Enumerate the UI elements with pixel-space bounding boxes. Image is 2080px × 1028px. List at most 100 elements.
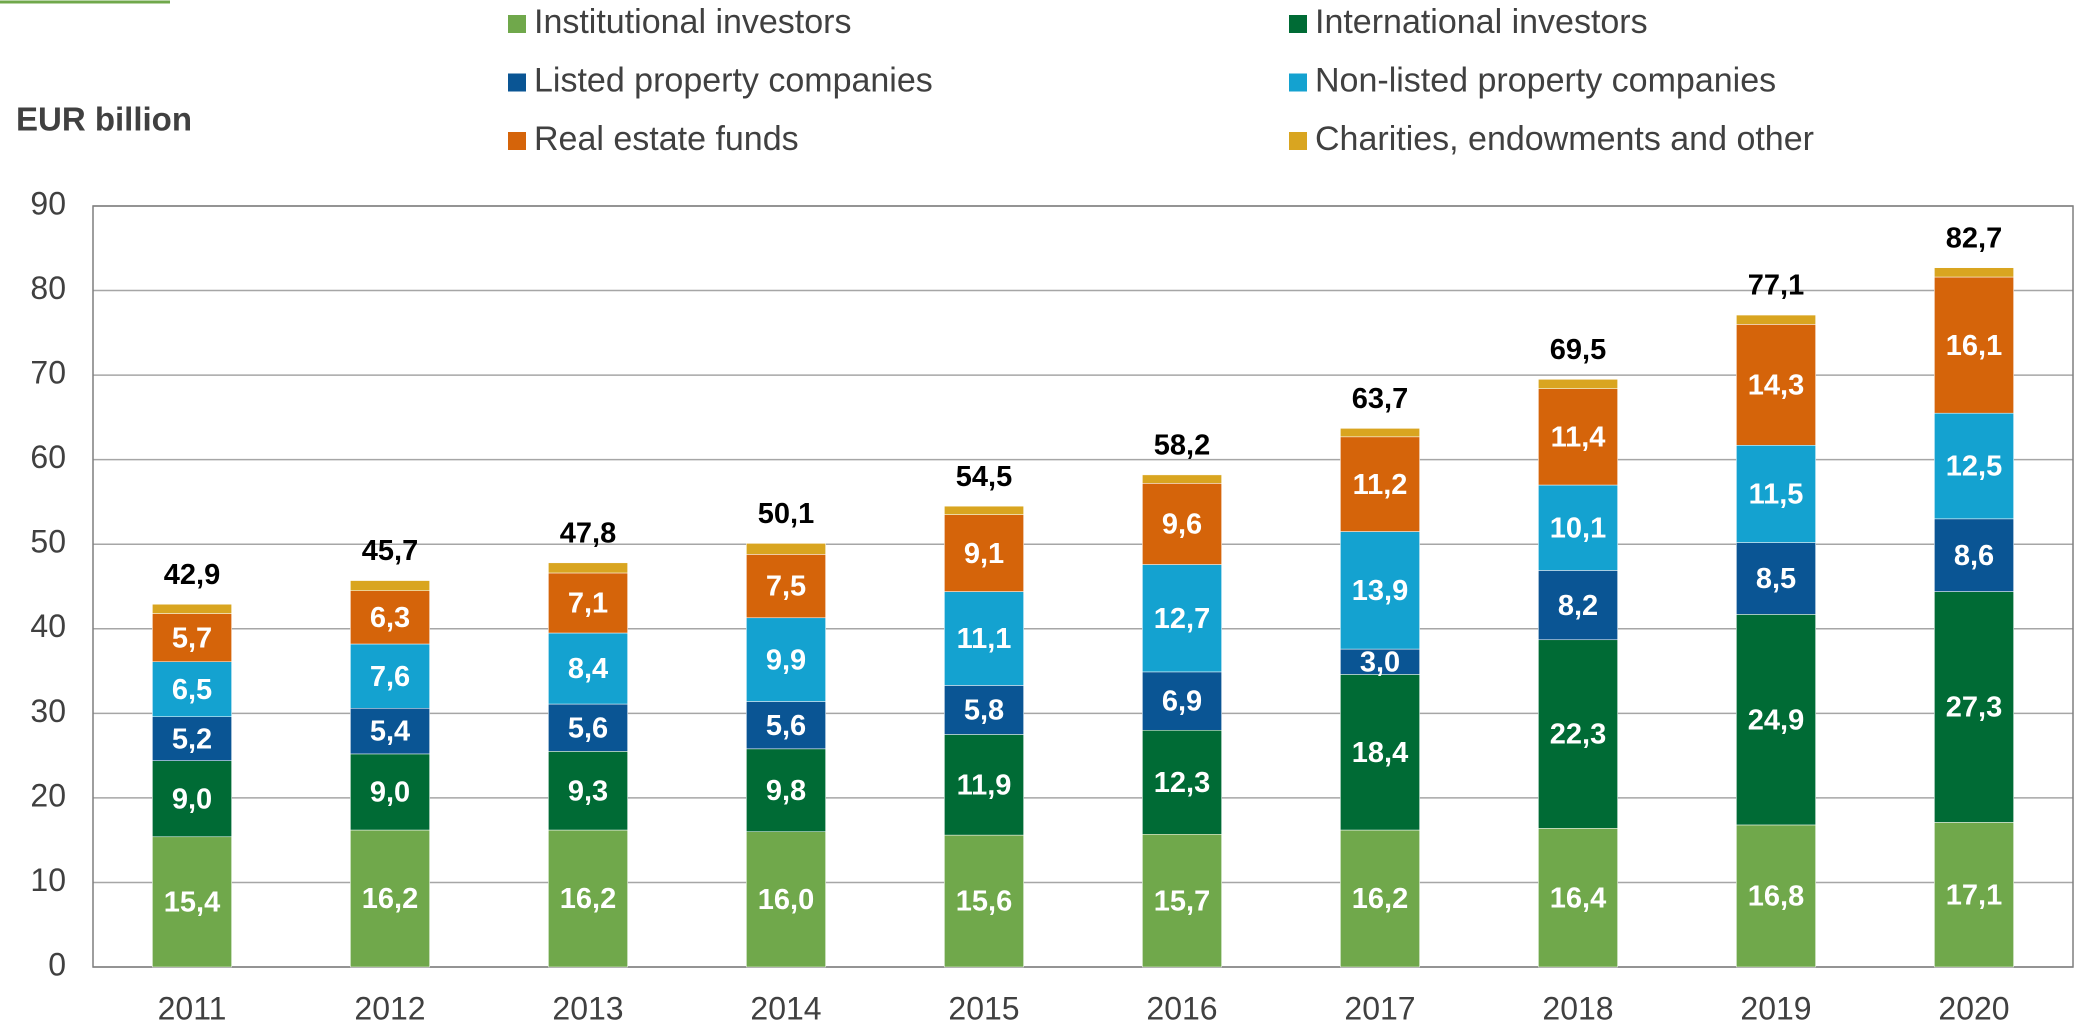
segment-label: 5,6 (766, 710, 806, 742)
segment-label: 11,4 (1551, 421, 1606, 453)
x-tick-label: 2011 (158, 990, 227, 1026)
bar-segment (1538, 639, 1618, 829)
segment-label: 13,9 (1352, 575, 1408, 607)
segment-label: 7,6 (370, 661, 410, 693)
x-tick-label: 2019 (1740, 990, 1811, 1026)
bar-segment (944, 514, 1024, 592)
legend-swatch (508, 132, 526, 150)
segment-label: 15,4 (164, 887, 220, 919)
segment-label: 14,3 (1748, 369, 1804, 401)
segment-label: 5,2 (172, 723, 212, 755)
bar-segment (1934, 518, 2014, 592)
bar-segment (350, 580, 430, 591)
y-tick-label: 30 (30, 693, 66, 729)
x-tick-label: 2020 (1938, 990, 2009, 1026)
segment-label: 8,5 (1756, 563, 1796, 595)
segment-label: 11,1 (957, 623, 1012, 655)
bar-segment (350, 753, 430, 831)
bar-segment (1142, 483, 1222, 565)
legend-label: International investors (1315, 3, 1648, 41)
bar-segment (944, 685, 1024, 735)
x-tick-label: 2013 (552, 990, 623, 1026)
total-label: 54,5 (956, 461, 1012, 493)
x-tick-label: 2015 (948, 990, 1019, 1026)
y-tick-label: 80 (30, 270, 66, 306)
segment-label: 24,9 (1748, 704, 1804, 736)
y-tick-label: 10 (30, 862, 66, 898)
segment-label: 9,9 (766, 644, 806, 676)
bar-segment (548, 829, 628, 968)
bar-segment (1934, 412, 2014, 520)
x-tick-label: 2014 (750, 990, 821, 1026)
bar-segment (944, 834, 1024, 968)
legend-label: Non-listed property companies (1315, 61, 1776, 99)
bar-segment (1736, 824, 1816, 968)
bar-segment (152, 613, 232, 663)
segment-label: 8,2 (1558, 590, 1598, 622)
x-tick-label: 2016 (1146, 990, 1217, 1026)
plot-frame (92, 205, 2074, 968)
segment-label: 16,2 (560, 883, 616, 915)
total-label: 50,1 (758, 498, 814, 530)
total-label: 69,5 (1550, 334, 1606, 366)
total-label: 77,1 (1748, 270, 1804, 302)
bar-segment (152, 604, 232, 614)
bar-segment (1340, 829, 1420, 968)
bar-segment (1340, 674, 1420, 831)
bar-segment (1538, 570, 1618, 641)
bar-segment (1142, 833, 1222, 968)
segment-label: 15,6 (956, 886, 1012, 918)
bar-segment (548, 562, 628, 574)
bar-segment (1934, 267, 2014, 278)
bar-segment (746, 554, 826, 619)
segment-label: 5,6 (568, 712, 608, 744)
segment-label: 8,6 (1954, 540, 1994, 572)
segment-label: 9,0 (172, 783, 212, 815)
y-tick-label: 70 (30, 355, 66, 391)
bar-segment (1340, 648, 1420, 675)
segment-label: 11,9 (957, 769, 1012, 801)
x-tick-label: 2017 (1344, 990, 1415, 1026)
segment-label: 16,8 (1748, 881, 1804, 913)
bar-segment (1934, 591, 2014, 823)
bar-segment (548, 751, 628, 831)
segment-label: 22,3 (1550, 719, 1606, 751)
segment-label: 6,9 (1162, 686, 1202, 718)
bar-segment (152, 836, 232, 968)
y-tick-label: 60 (30, 439, 66, 475)
total-label: 58,2 (1154, 430, 1210, 462)
total-label: 47,8 (560, 517, 616, 549)
segment-label: 9,1 (964, 538, 1004, 570)
bar-segment (1340, 428, 1420, 438)
segment-label: 7,1 (568, 588, 608, 620)
segment-label: 16,2 (362, 883, 418, 915)
total-label: 45,7 (362, 535, 418, 567)
legend-swatch (1289, 15, 1307, 33)
segment-label: 5,4 (370, 716, 410, 748)
total-label: 82,7 (1946, 222, 2002, 254)
segment-label: 8,4 (568, 653, 608, 685)
bar-segment (548, 572, 628, 634)
bar-segment (1736, 324, 1816, 446)
bar-segment (746, 748, 826, 832)
bar-segment (350, 708, 430, 755)
total-label: 42,9 (164, 559, 220, 591)
segment-label: 11,5 (1749, 479, 1804, 511)
bar-segment (746, 831, 826, 968)
bar-segment (152, 661, 232, 717)
bar-segment (152, 760, 232, 838)
legend-swatch (1289, 132, 1307, 150)
segment-label: 6,5 (172, 674, 212, 706)
y-tick-label: 0 (48, 946, 66, 982)
legend-label: Listed property companies (534, 61, 933, 99)
legend-swatch (508, 73, 526, 92)
segment-label: 10,1 (1550, 512, 1606, 544)
bar-segment (1340, 436, 1420, 532)
bar-segment (1538, 484, 1618, 571)
bar-segment (1340, 531, 1420, 650)
bar-segment (1142, 564, 1222, 673)
segment-label: 17,1 (1946, 879, 2002, 911)
bar-segment (746, 543, 826, 555)
legend-swatch (508, 15, 526, 33)
